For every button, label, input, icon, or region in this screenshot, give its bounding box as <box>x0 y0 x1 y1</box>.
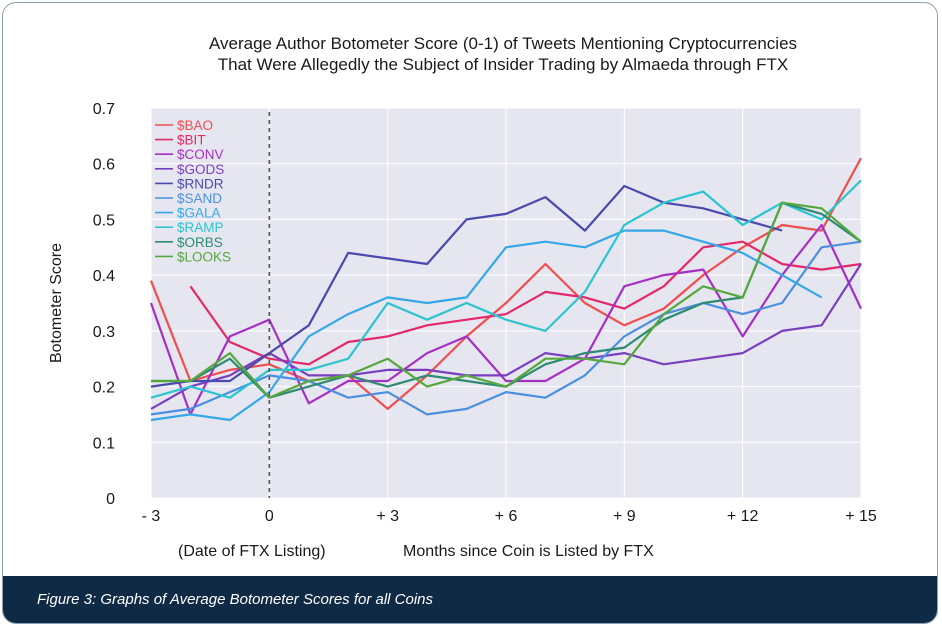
x-tick-labels: - 3 0 + 3 + 6 + 9 + 12 + 15 <box>142 508 877 525</box>
series-line-2 <box>149 223 862 416</box>
legend-label: $LOOKS <box>177 249 231 264</box>
x-tick-label: + 6 <box>495 508 518 525</box>
legend-label: $BAO <box>177 118 213 133</box>
legend: $BAO$BIT$CONV$GODS$RNDR$SAND$GALA$RAMP$O… <box>155 118 231 264</box>
legend-label: $RNDR <box>177 176 224 191</box>
legend-label: $ORBS <box>177 235 223 250</box>
legend-label: $SAND <box>177 191 222 206</box>
y-tick-label: 0.7 <box>93 101 115 118</box>
x-tick-label: 0 <box>265 508 274 525</box>
series-line-6 <box>150 229 823 422</box>
figure-caption: Figure 3: Graphs of Average Botometer Sc… <box>37 591 434 608</box>
y-tick-label: 0.3 <box>93 324 115 341</box>
y-tick-label: 0.6 <box>93 157 115 174</box>
x-tick-label: - 3 <box>142 508 161 525</box>
line-chart: Average Author Botometer Score (0-1) of … <box>48 34 877 560</box>
chart-title-line-2: That Were Allegedly the Subject of Insid… <box>218 55 788 74</box>
x-tick-label: + 9 <box>613 508 636 525</box>
legend-label: $GODS <box>177 162 224 177</box>
legend-label: $BIT <box>177 133 206 148</box>
legend-label: $CONV <box>177 147 224 162</box>
caption-bar: Figure 3: Graphs of Average Botometer Sc… <box>3 576 937 623</box>
y-tick-label: 0.4 <box>93 268 115 285</box>
x-axis-label: Months since Coin is Listed by FTX <box>403 543 654 560</box>
legend-label: $RAMP <box>177 220 224 235</box>
series-line-1 <box>189 240 862 366</box>
series-lines <box>149 157 862 422</box>
series-line-0 <box>149 157 862 410</box>
y-tick-label: 0.2 <box>93 380 115 397</box>
series-line-9 <box>151 201 862 399</box>
chart-title-line-1: Average Author Botometer Score (0-1) of … <box>209 34 797 53</box>
y-tick-label: 0.5 <box>93 212 115 229</box>
legend-label: $GALA <box>177 206 221 221</box>
y-tick-label: 0 <box>106 491 115 508</box>
y-axis-label: Botometer Score <box>48 243 65 363</box>
x-tick-label: + 15 <box>845 508 877 525</box>
series-line-5 <box>150 240 862 416</box>
x-axis-note: (Date of FTX Listing) <box>178 543 326 560</box>
y-tick-labels: 0 0.1 0.2 0.3 0.4 0.5 0.6 0.7 <box>93 101 115 508</box>
y-tick-label: 0.1 <box>93 435 115 452</box>
x-tick-label: + 12 <box>727 508 759 525</box>
series-line-4 <box>150 184 783 388</box>
x-tick-label: + 3 <box>376 508 399 525</box>
